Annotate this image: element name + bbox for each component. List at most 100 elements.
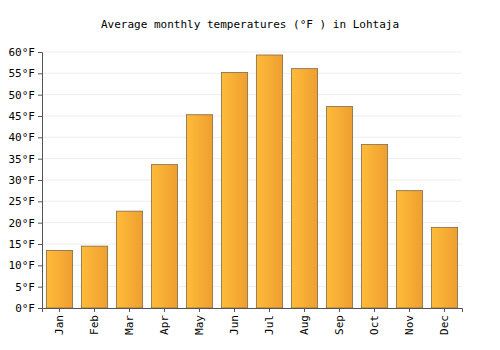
grid-line: [42, 180, 462, 181]
x-axis: Jan Feb Mar Apr May Jun Jul Aug Sep Oct Nov Dec: [43, 308, 463, 335]
y-tick-mark: [38, 244, 42, 245]
x-tick: Jul: [263, 308, 276, 335]
bar: [151, 165, 177, 308]
y-tick-label: 40°F: [9, 131, 36, 144]
x-tick-label: Oct: [368, 315, 381, 335]
bar: [431, 227, 457, 308]
y-tick: 0°F: [15, 302, 42, 315]
y-tick-label: 30°F: [9, 174, 36, 187]
x-tick-mark: [269, 308, 270, 312]
y-tick: 45°F: [9, 110, 43, 123]
bar: [81, 246, 107, 308]
x-tick-label: Mar: [123, 315, 136, 335]
x-tick-mark: [234, 308, 235, 312]
x-tick-label: Jul: [263, 315, 276, 335]
bar: [361, 145, 387, 308]
x-tick-mark: [374, 308, 375, 312]
x-tick-mark: [339, 308, 340, 312]
grid-line: [42, 158, 462, 159]
x-tick-label: Dec: [438, 315, 451, 335]
y-tick-label: 5°F: [15, 281, 35, 294]
y-tick-label: 35°F: [9, 153, 36, 166]
y-tick-label: 10°F: [9, 259, 36, 272]
y-tick-mark: [38, 265, 42, 266]
grid-line: [42, 116, 462, 117]
title: Average monthly temperatures (°F ) in Lo…: [101, 18, 399, 31]
bar: [396, 191, 422, 308]
bar: [46, 250, 72, 308]
x-tick-label: May: [193, 315, 206, 335]
x-tick-label: Aug: [298, 315, 311, 335]
y-tick-label: 20°F: [9, 217, 36, 230]
y-tick-mark: [38, 73, 42, 74]
y-tick: 10°F: [9, 259, 43, 272]
y-tick-label: 25°F: [9, 195, 36, 208]
y-tick-mark: [38, 287, 42, 288]
x-tick-label: Feb: [88, 315, 101, 335]
grid-line: [42, 137, 462, 138]
x-tick-mark: [129, 308, 130, 312]
x-tick: Jan: [53, 308, 66, 335]
x-tick: Apr: [158, 308, 171, 335]
bar: [326, 107, 352, 308]
x-tick-mark: [164, 308, 165, 312]
y-tick-mark: [38, 95, 42, 96]
x-tick-label: Jun: [228, 315, 241, 335]
x-tick-label: Jan: [53, 315, 66, 335]
y-tick: 35°F: [9, 153, 43, 166]
bars: [46, 55, 457, 308]
y-tick: 15°F: [9, 238, 43, 251]
x-tick: Nov: [403, 308, 416, 335]
x-tick: Mar: [123, 308, 136, 335]
y-tick-label: 55°F: [9, 67, 36, 80]
x-tick-label: Nov: [403, 315, 416, 335]
grid-line: [42, 94, 462, 95]
y-tick-mark: [38, 159, 42, 160]
plot: 0°F 5°F 10°F 15°F 20°F 25°F 30°F 35°F 40°F 45°F 50…: [9, 46, 463, 335]
y-tick-mark: [38, 116, 42, 117]
y-tick-label: 0°F: [15, 302, 35, 315]
y-tick-mark: [38, 180, 42, 181]
grid-line: [42, 73, 462, 74]
x-tick-mark: [304, 308, 305, 312]
bar: [221, 72, 247, 308]
y-tick: 40°F: [9, 131, 43, 144]
y-tick-mark: [38, 223, 42, 224]
x-tick-mark: [199, 308, 200, 312]
bar: [116, 211, 142, 308]
x-tick: Oct: [368, 308, 381, 335]
y-tick: 55°F: [9, 67, 43, 80]
x-tick: Feb: [88, 308, 101, 335]
y-tick: 30°F: [9, 174, 43, 187]
x-axis-line: [43, 309, 463, 313]
x-tick-mark: [444, 308, 445, 312]
y-tick-label: 45°F: [9, 110, 36, 123]
bar: [256, 55, 282, 308]
x-tick-mark: [94, 308, 95, 312]
y-tick-label: 60°F: [9, 46, 36, 59]
x-tick: Jun: [228, 308, 241, 335]
x-tick: May: [193, 308, 206, 335]
y-axis-line: [38, 53, 43, 309]
x-tick: Dec: [438, 308, 451, 335]
x-tick: Aug: [298, 308, 311, 335]
y-tick-label: 50°F: [9, 89, 36, 102]
y-tick-mark: [38, 201, 42, 202]
grid-line: [42, 52, 462, 53]
bar: [291, 69, 317, 308]
x-tick-mark: [409, 308, 410, 312]
y-axis: 0°F 5°F 10°F 15°F 20°F 25°F 30°F 35°F 40°F 45°F 50…: [9, 46, 43, 315]
y-tick: 50°F: [9, 89, 43, 102]
x-tick: Sep: [333, 308, 346, 335]
x-tick-mark: [59, 308, 60, 312]
grid: [42, 52, 462, 308]
x-tick-label: Apr: [158, 315, 171, 335]
y-tick: 60°F: [9, 46, 43, 59]
x-tick-label: Sep: [333, 315, 346, 335]
y-tick-mark: [38, 137, 42, 138]
bar: [186, 115, 212, 308]
y-tick-label: 15°F: [9, 238, 36, 251]
y-tick: 5°F: [15, 281, 42, 294]
y-tick: 25°F: [9, 195, 43, 208]
chart: Average monthly temperatures (°F ) in Lo…: [0, 0, 500, 350]
